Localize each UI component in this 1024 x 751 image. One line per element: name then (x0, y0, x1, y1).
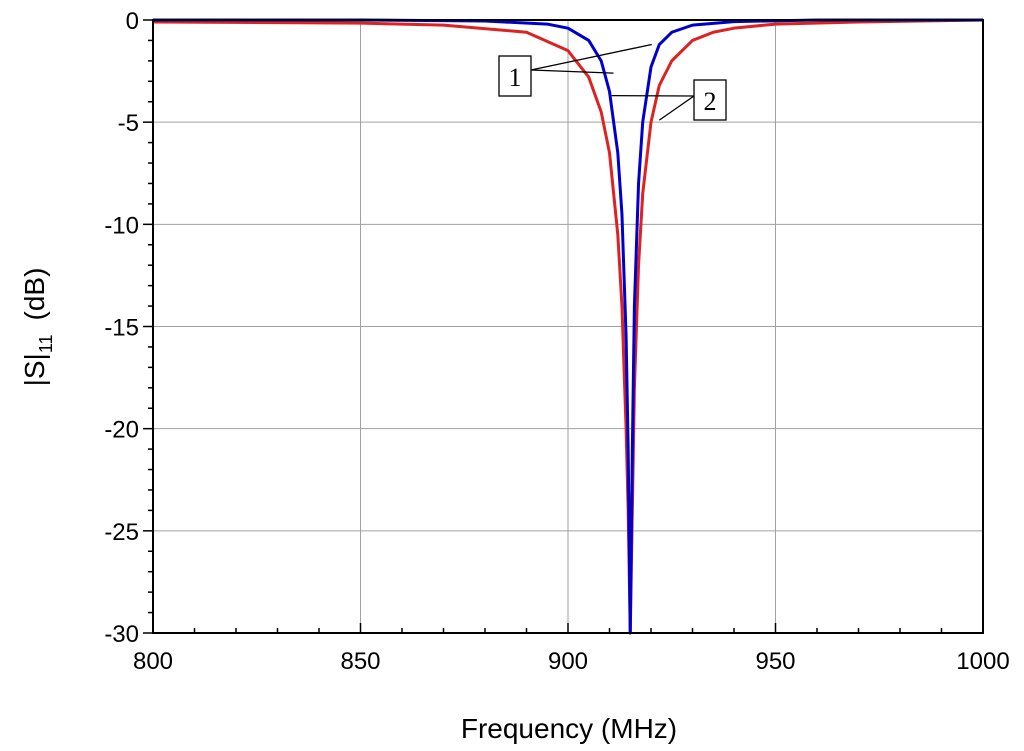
callout-1-leader (530, 69, 614, 74)
y-axis-title-main: |S| (19, 353, 50, 386)
y-tick-label: -30 (104, 621, 139, 648)
x-tick-label: 850 (340, 648, 380, 675)
grid-lines (152, 19, 984, 634)
x-tick-label: 1000 (956, 648, 1009, 675)
y-tick-label: 0 (126, 8, 139, 35)
callout-1-leader (530, 43, 652, 71)
callout-1-box (498, 55, 532, 97)
y-tick-label: -10 (104, 212, 139, 239)
x-tick-label: 800 (133, 648, 173, 675)
y-axis-title-subscript: 11 (36, 334, 56, 353)
series-line-1 (153, 18, 983, 635)
x-tick-label: 900 (548, 648, 588, 675)
callout-1-label: 1 (509, 63, 522, 92)
x-tick-label: 950 (755, 648, 795, 675)
callout-2-label: 2 (704, 87, 717, 116)
callout-2-box (693, 79, 727, 121)
tick-labels: 800 850 900 950 1000 0 -5 -10 -15 -20 -25 -30 (104, 8, 1009, 675)
series-lines (152, 18, 984, 635)
y-tick-label: -20 (104, 417, 139, 444)
y-tick-label: -5 (118, 110, 139, 137)
y-tick-label: -15 (104, 315, 139, 342)
axis-ticks (143, 19, 984, 634)
y-axis-title-unit: (dB) (19, 268, 50, 321)
x-axis-title: Frequency (MHz) (461, 713, 677, 744)
y-axis-title: |S|11 (dB) (19, 268, 56, 387)
series-callouts: 12 (498, 43, 727, 121)
y-tick-label: -25 (104, 519, 139, 546)
callout-2-leader (658, 95, 695, 121)
